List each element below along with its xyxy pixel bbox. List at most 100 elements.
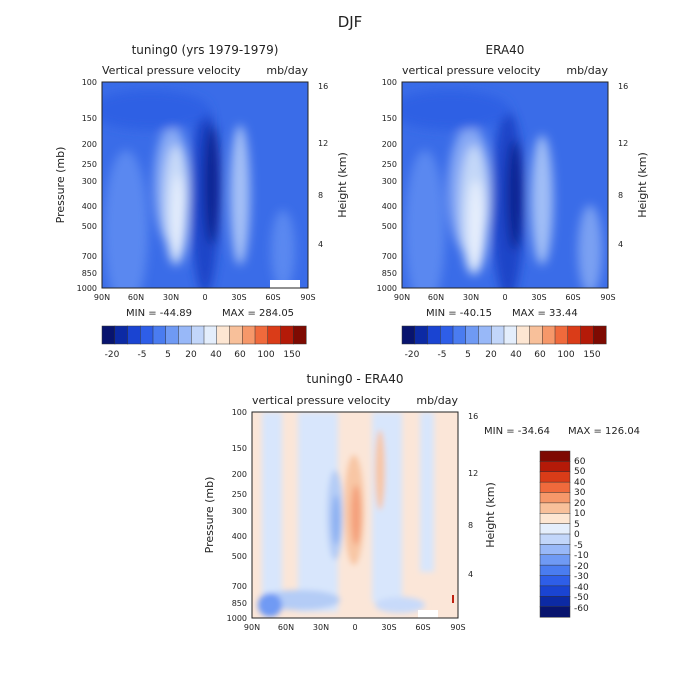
x-tick: 30N: [313, 623, 329, 632]
colorbar-label: -5: [138, 350, 147, 360]
y-tick: 400: [232, 532, 247, 541]
panel-diff-colorbar: [539, 450, 571, 618]
panel-diff-max: MAX = 126.04: [568, 426, 640, 437]
y-tick: 100: [382, 78, 397, 87]
panel-left: tuning0 (yrs 1979-1979) Vertical pressur…: [54, 43, 349, 360]
y-tick: 200: [382, 140, 397, 149]
x-tick: 60S: [415, 623, 430, 632]
x-tick: 90S: [300, 293, 315, 302]
panel-diff-ylabel: Pressure (mb): [203, 477, 216, 554]
colorbar-swatch: [491, 325, 505, 345]
panel-diff-units: mb/day: [416, 394, 458, 407]
x-tick: 30S: [381, 623, 396, 632]
y2-tick: 4: [618, 240, 623, 249]
x-tick: 30S: [531, 293, 546, 302]
colorbar-label: 20: [574, 499, 586, 509]
colorbar-label: -20: [405, 350, 420, 360]
panel-left-yticks: 100 150 200 250 300 400 500 700 850 1000: [77, 78, 97, 293]
colorbar-swatch: [101, 325, 116, 345]
panel-right-min: MIN = -40.15: [426, 308, 492, 319]
x-tick: 30N: [163, 293, 179, 302]
y2-tick: 8: [468, 521, 473, 530]
panel-left-title: tuning0 (yrs 1979-1979): [132, 43, 279, 57]
x-tick: 90S: [450, 623, 465, 632]
colorbar-label: 30: [574, 488, 586, 498]
colorbar-swatch: [440, 325, 454, 345]
colorbar-swatch: [539, 564, 571, 577]
panel-diff-subtitle: vertical pressure velocity: [252, 394, 391, 407]
colorbar-swatch: [539, 585, 571, 597]
colorbar-swatch: [539, 544, 571, 556]
y-tick: 400: [82, 202, 97, 211]
colorbar-swatch: [427, 325, 441, 345]
y-tick: 400: [382, 202, 397, 211]
y-tick: 150: [82, 114, 97, 123]
colorbar-swatch: [216, 325, 231, 345]
y-tick: 700: [82, 252, 97, 261]
panel-left-colorbar: [101, 325, 307, 345]
colorbar-swatch: [152, 325, 167, 345]
colorbar-label: -5: [438, 350, 447, 360]
panel-left-min: MIN = -44.89: [126, 308, 192, 319]
colorbar-label: 10: [574, 509, 586, 519]
panel-diff-y2label: Height (km): [484, 482, 497, 548]
colorbar-swatch: [280, 325, 294, 345]
y-tick: 250: [382, 160, 397, 169]
colorbar-swatch: [529, 325, 543, 345]
colorbar-swatch: [567, 325, 582, 345]
y-tick: 1000: [377, 284, 397, 293]
colorbar-swatch: [539, 596, 571, 608]
panel-diff-colorbar-labels: 60 50 40 30 20 10 5 0 -5 -10 -20 -30 -40…: [574, 457, 589, 614]
panel-left-y2ticks: 16 12 8 4: [318, 82, 328, 249]
colorbar-swatch: [539, 523, 571, 535]
y-tick: 150: [232, 444, 247, 453]
colorbar-swatch: [539, 575, 571, 587]
colorbar-label: 40: [574, 478, 586, 488]
colorbar-label: -20: [574, 562, 589, 572]
y2-tick: 16: [618, 82, 628, 91]
panel-right-max: MAX = 33.44: [512, 308, 578, 319]
panel-right-title: ERA40: [486, 43, 525, 57]
panel-left-colorbar-labels: -20 -5 5 20 40 60 100 150: [105, 350, 301, 360]
x-tick: 0: [352, 623, 357, 632]
colorbar-label: -50: [574, 593, 589, 603]
y2-tick: 16: [318, 82, 328, 91]
colorbar-label: -5: [574, 541, 583, 551]
colorbar-swatch: [539, 533, 571, 545]
y-tick: 500: [232, 552, 247, 561]
panel-right: ERA40 vertical pressure velocity mb/day …: [377, 43, 649, 360]
y-tick: 850: [382, 269, 397, 278]
panel-right-subtitle: vertical pressure velocity: [402, 64, 541, 77]
colorbar-swatch: [452, 325, 467, 345]
panel-right-units: mb/day: [566, 64, 608, 77]
y-tick: 1000: [227, 614, 247, 623]
colorbar-label: 100: [257, 350, 274, 360]
colorbar-swatch: [539, 554, 571, 566]
y-tick: 700: [232, 582, 247, 591]
x-tick: 60S: [565, 293, 580, 302]
colorbar-swatch: [127, 325, 141, 345]
panel-right-y2ticks: 16 12 8 4: [618, 82, 628, 249]
x-tick: 90N: [394, 293, 410, 302]
x-tick: 60N: [278, 623, 294, 632]
colorbar-label: 5: [574, 520, 580, 530]
x-tick: 90S: [600, 293, 615, 302]
colorbar-label: 100: [557, 350, 574, 360]
y-tick: 200: [82, 140, 97, 149]
colorbar-swatch: [293, 325, 307, 345]
panel-left-subtitle: Vertical pressure velocity: [102, 64, 241, 77]
colorbar-swatch: [542, 325, 556, 345]
colorbar-swatch: [178, 325, 192, 345]
colorbar-swatch: [539, 450, 571, 462]
colorbar-swatch: [401, 325, 416, 345]
y-tick: 850: [232, 599, 247, 608]
colorbar-swatch: [539, 471, 571, 483]
y2-tick: 12: [618, 139, 628, 148]
y-tick: 200: [232, 470, 247, 479]
panel-left-units: mb/day: [266, 64, 308, 77]
colorbar-swatch: [539, 513, 571, 525]
colorbar-swatch: [254, 325, 269, 345]
colorbar-swatch: [580, 325, 594, 345]
colorbar-label: 150: [283, 350, 300, 360]
